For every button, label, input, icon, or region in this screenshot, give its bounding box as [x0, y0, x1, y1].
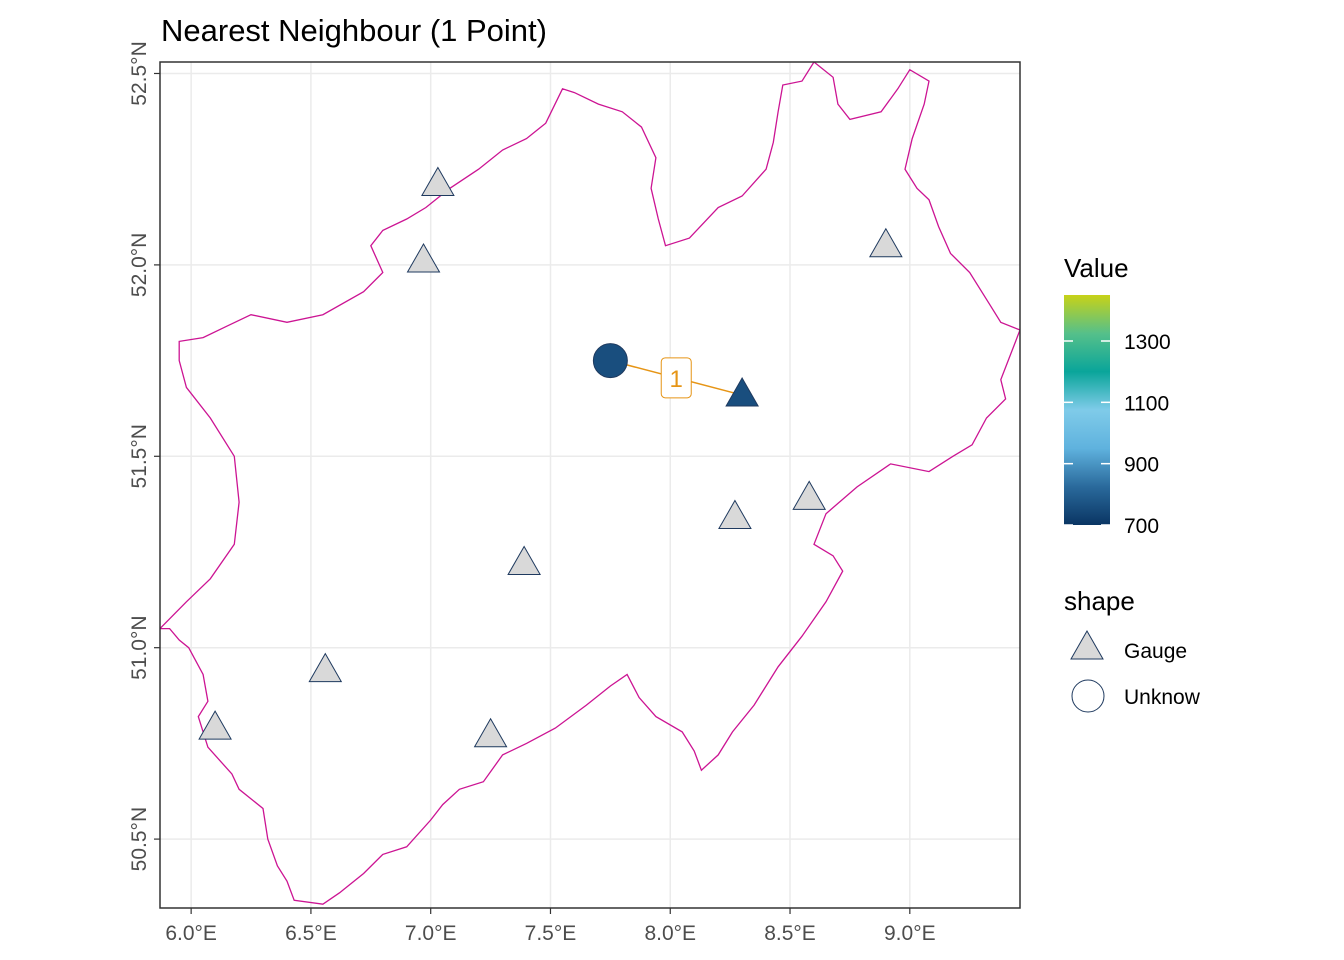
- y-tick-label-2: 51.5°N: [128, 424, 151, 488]
- marker-layer: 1: [198, 166, 903, 748]
- gauge-marker-5: [792, 480, 827, 510]
- legend-gauge-label: Gauge: [1124, 640, 1187, 663]
- gauge-marker-7: [507, 545, 541, 575]
- grid-lines: [160, 62, 1020, 908]
- y-tick-label-1: 51.0°N: [128, 615, 151, 679]
- legend-unknow-label: Unknow: [1124, 686, 1201, 709]
- gauge-marker-10: [473, 717, 508, 748]
- x-axis: 6.0°E 6.5°E 7.0°E 7.5°E 8.0°E 8.5°E 9.0°E: [165, 908, 936, 945]
- gauge-marker-6: [718, 499, 752, 530]
- gauge-marker-9: [198, 710, 232, 740]
- x-tick-label-5: 8.5°E: [764, 922, 816, 945]
- y-axis: 50.5°N 51.0°N 51.5°N 52.0°N 52.5°N: [128, 41, 160, 871]
- x-tick-label-1: 6.5°E: [285, 922, 337, 945]
- legend-shape-title: shape: [1064, 586, 1135, 616]
- x-tick-label-2: 7.0°E: [405, 922, 457, 945]
- unknown-point-marker: [592, 343, 628, 379]
- plot-title: Nearest Neighbour (1 Point): [161, 13, 547, 48]
- gauge-marker-4: [725, 377, 759, 407]
- connection-label-box: [660, 357, 692, 399]
- panel-border: [159, 61, 1021, 909]
- colorbar-ticks: 700 900 1100 1300: [1064, 331, 1171, 538]
- gauge-marker-8: [308, 652, 343, 683]
- legend-value-title: Value: [1064, 253, 1129, 283]
- legend: Value 700 900 1100 1300 shape Gauge Unknow: [1064, 253, 1201, 713]
- legend-triangle-icon: [1070, 629, 1104, 660]
- connection-label: 1: [670, 366, 683, 393]
- x-tick-label-4: 8.0°E: [644, 922, 696, 945]
- value-colorbar: [1064, 295, 1110, 525]
- colorbar-label-1: 900: [1124, 454, 1159, 477]
- gauge-marker-2: [406, 243, 441, 273]
- legend-item-gauge: Gauge: [1070, 629, 1187, 663]
- gauge-marker-3: [868, 227, 903, 258]
- y-tick-label-0: 50.5°N: [128, 807, 151, 871]
- legend-item-unknow: Unknow: [1071, 679, 1201, 713]
- legend-circle-icon: [1071, 679, 1105, 713]
- x-tick-label-0: 6.0°E: [165, 922, 217, 945]
- x-tick-label-3: 7.5°E: [525, 922, 577, 945]
- colorbar-label-2: 1100: [1124, 392, 1169, 415]
- region-boundary: [160, 62, 1020, 905]
- x-tick-label-6: 9.0°E: [884, 922, 936, 945]
- y-tick-label-4: 52.5°N: [128, 41, 151, 105]
- y-tick-label-3: 52.0°N: [128, 233, 151, 297]
- colorbar-label-3: 1300: [1124, 331, 1171, 354]
- colorbar-label-0: 700: [1124, 515, 1159, 538]
- gauge-marker-1: [421, 166, 455, 196]
